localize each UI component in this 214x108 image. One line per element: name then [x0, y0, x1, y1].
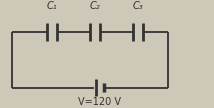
Text: C₃: C₃ [133, 1, 143, 11]
Text: C₁: C₁ [47, 1, 57, 11]
Text: C₂: C₂ [90, 1, 100, 11]
Text: V=120 V: V=120 V [79, 97, 122, 107]
